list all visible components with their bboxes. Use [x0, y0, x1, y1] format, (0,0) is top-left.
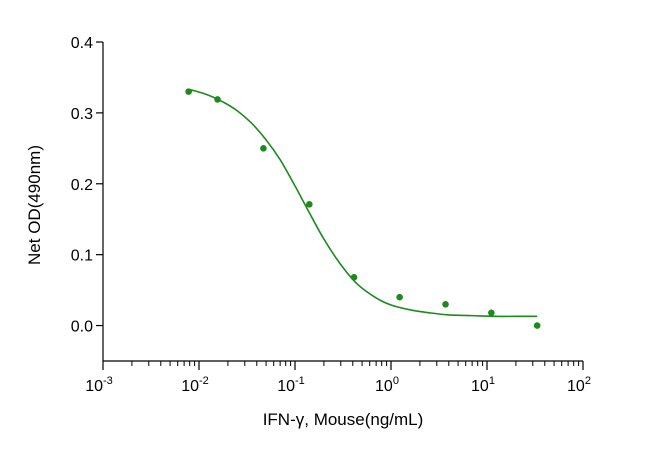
- data-point: [260, 145, 267, 152]
- y-tick-label: 0.3: [71, 106, 93, 123]
- y-tick-label: 0.2: [71, 177, 93, 194]
- x-axis-label: IFN-γ, Mouse(ng/mL): [263, 410, 424, 429]
- y-tick-label: 0.1: [71, 248, 93, 265]
- y-tick-label: 0.4: [71, 35, 93, 52]
- data-point: [306, 201, 313, 208]
- x-tick-label: 102: [567, 375, 591, 395]
- data-point: [350, 274, 358, 281]
- data-point: [442, 300, 449, 308]
- axes: 0.0 0.1 0.2 0.3 0.4 10-3 10-2 10-1 100 101 102: [71, 35, 591, 395]
- fit-curve: [189, 88, 538, 318]
- y-tick-label: 0.0: [71, 319, 93, 336]
- x-tick-label: 100: [375, 375, 399, 395]
- data-point: [214, 96, 221, 103]
- x-tick-label: 10-3: [85, 375, 113, 395]
- x-tick-label: 101: [471, 375, 495, 395]
- data-point: [488, 309, 495, 317]
- x-tick-label: 10-1: [277, 375, 305, 395]
- plot-area: [185, 88, 541, 329]
- data-point: [533, 322, 541, 329]
- data-point: [185, 88, 192, 95]
- y-axis-label: Net OD(490nm): [25, 145, 44, 265]
- x-tick-label: 10-2: [181, 375, 209, 395]
- data-point: [396, 293, 403, 301]
